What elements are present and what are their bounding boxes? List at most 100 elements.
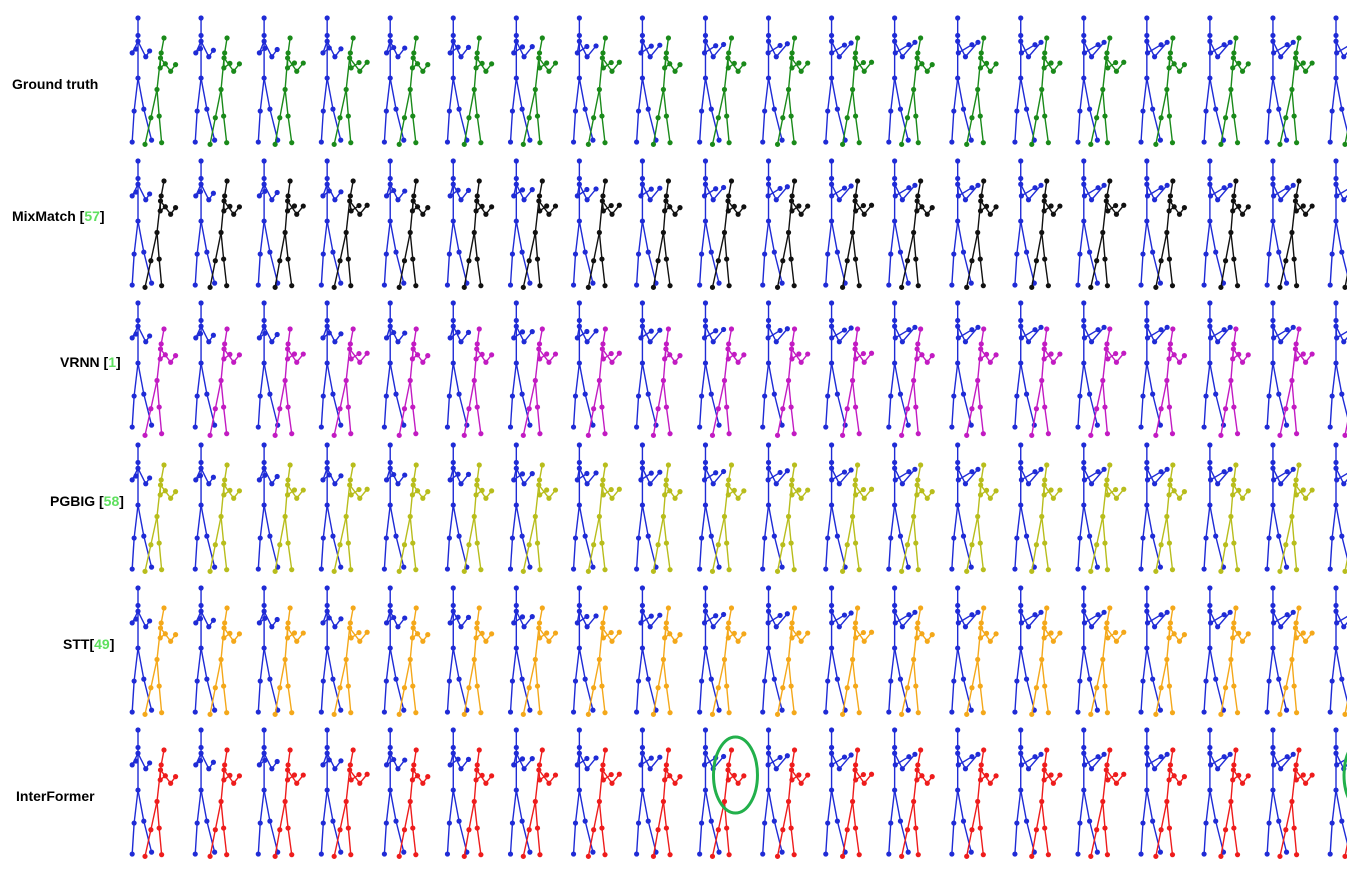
skeleton-joint [413,178,419,184]
skeleton-bone [851,89,857,117]
skeleton-joint [702,360,709,366]
skeleton-bone [269,393,279,426]
skeleton-joint [513,181,519,187]
skeleton-joint [1144,459,1150,466]
skeleton-joint [585,432,591,438]
skeleton-bone [409,380,414,408]
skeleton-joint [277,685,283,691]
skeleton-joint [221,767,227,773]
skeleton-joint [677,489,683,495]
skeleton-joint [1289,656,1295,663]
skeleton-joint [677,353,683,359]
skeleton-joint [572,535,579,541]
skeleton-joint [702,181,709,187]
skeleton-joint [257,393,263,399]
skeleton-bone [782,659,790,688]
skeleton-joint [915,140,921,146]
skeleton-joint [599,404,605,410]
skeleton-joint [602,178,608,184]
observed-skeleton [192,442,218,572]
skeleton-joint [131,820,137,826]
skeleton-joint [1029,568,1035,574]
skeleton-bone [133,78,139,112]
skeleton-joint [1300,351,1306,357]
skeleton-bone [641,467,651,485]
skeleton-bone [1273,614,1288,624]
predicted-skeleton [1342,700,1347,717]
skeleton-joint [1341,339,1347,345]
skeleton-joint [1278,54,1284,60]
skeleton-bone [1293,116,1298,143]
skeleton-joint [455,44,461,50]
skeleton-bone [137,77,145,110]
skeleton-joint [765,181,772,187]
skeleton-joint [1144,465,1150,471]
observed-skeleton [192,158,218,288]
skeleton-joint [1041,492,1047,498]
skeleton-joint [789,356,795,362]
skeleton-joint [387,175,393,182]
skeleton-joint [1230,346,1236,352]
skeleton-joint [955,38,961,44]
skeleton-joint [709,711,716,717]
skeleton-joint [645,391,651,397]
skeleton-bone [1168,686,1174,713]
skeleton-joint [348,356,354,362]
skeleton-joint [330,106,336,112]
skeleton-joint [1094,280,1100,286]
skeleton-joint [1081,158,1087,164]
skeleton-joint [425,205,431,211]
skeleton-joint [647,339,653,345]
skeleton-joint [285,341,291,347]
skeleton-joint [227,772,233,778]
skeleton-bone [767,362,776,395]
skeleton-bone [389,220,397,253]
skeleton-joint [135,502,141,508]
observed-skeleton [381,15,408,145]
skeleton-joint [788,540,794,546]
skeleton-joint [765,360,772,366]
skeleton-joint [662,65,668,71]
skeleton-bone [1291,484,1297,517]
skeleton-bone [899,393,909,426]
skeleton-joint [269,197,275,203]
skeleton-bone [901,184,916,201]
skeleton-joint [728,462,735,468]
skeleton-bone [962,678,972,711]
skeleton-joint [663,346,669,352]
skeleton-joint [784,41,790,47]
skeleton-joint [899,432,905,438]
skeleton-joint [886,566,892,572]
skeleton-bone [723,484,729,517]
skeleton-bone [637,505,644,539]
skeleton-bone [1154,468,1168,485]
skeleton-joint [1302,68,1309,74]
skeleton-bone [1224,89,1232,118]
skeleton-joint [825,108,831,114]
skeleton-joint [635,678,642,684]
skeleton-joint [1167,55,1173,61]
skeleton-joint [608,350,614,357]
skeleton-joint [582,249,588,255]
skeleton-joint [912,466,918,472]
skeleton-joint [320,193,326,199]
skeleton-bone [473,348,478,381]
skeleton-joint [602,283,608,289]
skeleton-joint [407,86,413,93]
skeleton-joint [741,61,747,67]
skeleton-joint [1329,535,1335,541]
skeleton-joint [222,620,228,626]
skeleton-bone [1041,232,1046,260]
skeleton-bone [776,117,784,145]
skeleton-joint [425,62,431,68]
skeleton-joint [1113,202,1119,209]
skeleton-joint [135,317,141,324]
skeleton-bone [521,678,531,711]
skeleton-joint [662,492,668,498]
skeleton-bone [1335,325,1345,343]
observed-skeleton [949,442,981,572]
skeleton-joint [741,352,747,358]
skeleton-bone [1293,407,1298,434]
skeleton-joint [161,747,167,753]
skeleton-joint [1095,42,1101,48]
